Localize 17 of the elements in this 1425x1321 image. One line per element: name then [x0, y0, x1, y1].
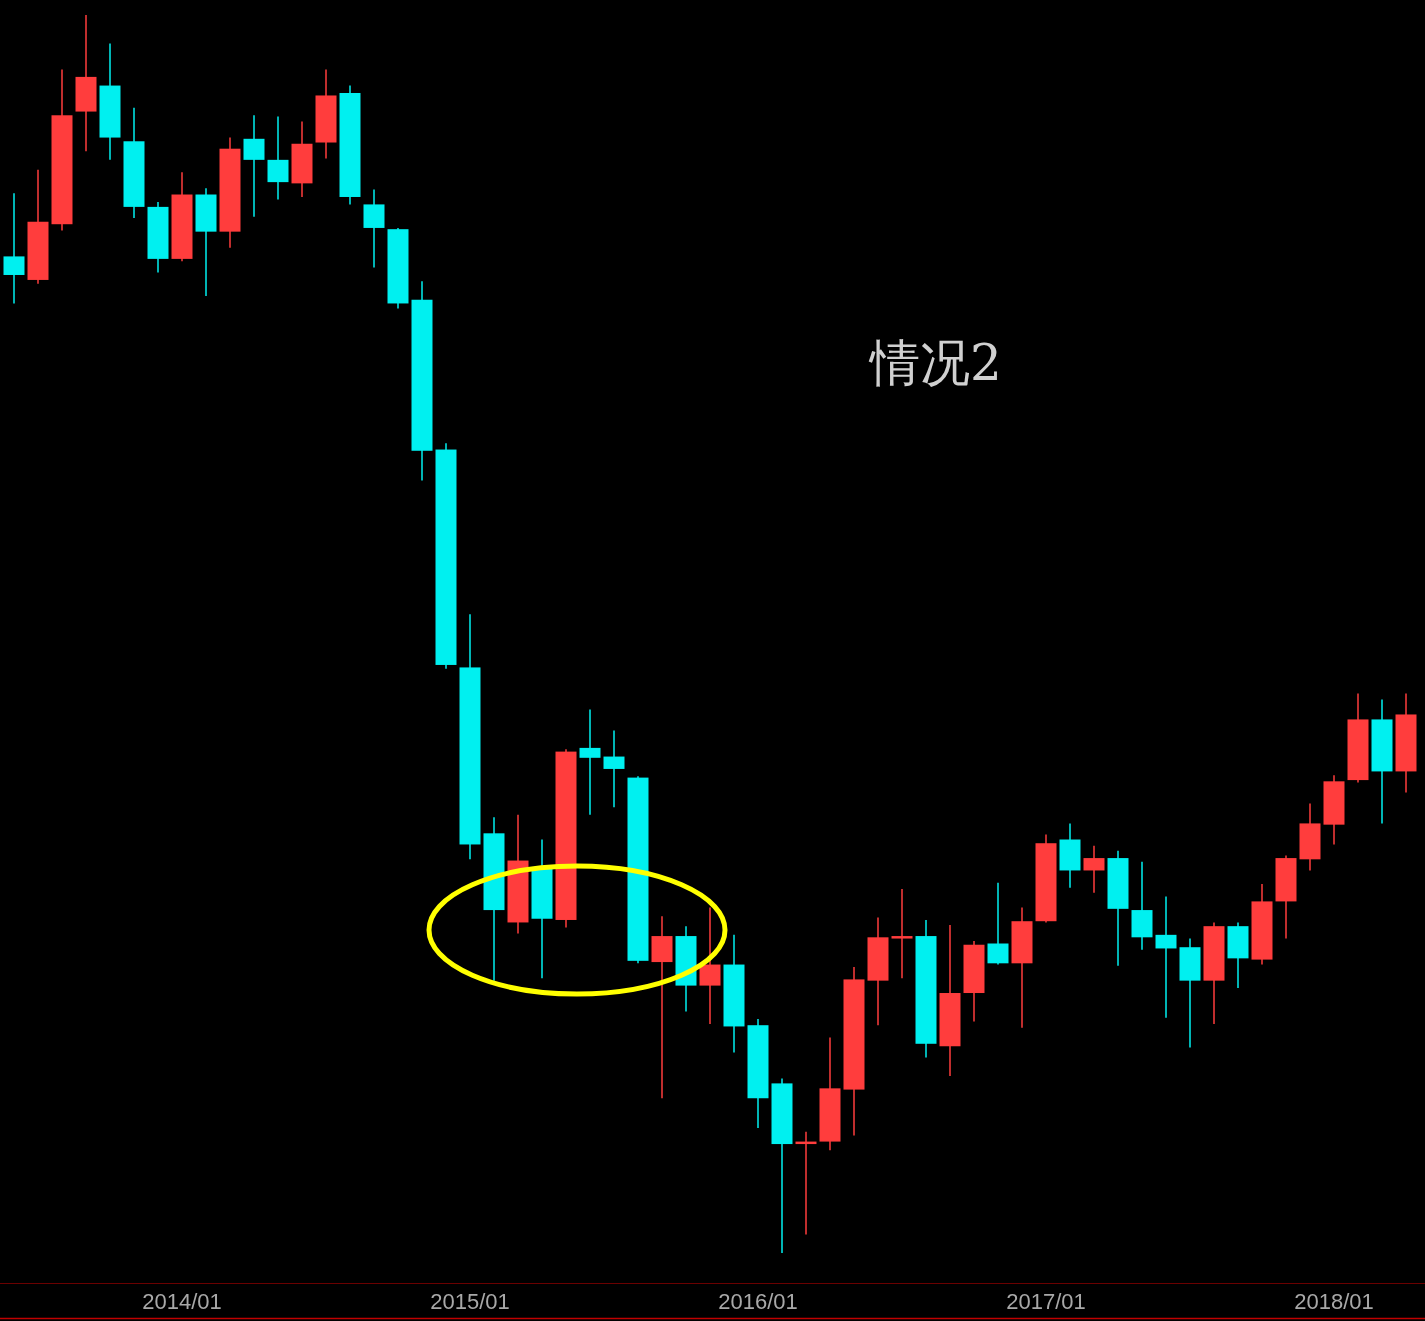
candlestick: [363, 188, 385, 269]
candlestick: [579, 708, 601, 816]
candlestick: [1155, 895, 1177, 1019]
x-tick-label: 2015/01: [430, 1289, 510, 1314]
candlestick: [699, 906, 721, 1025]
annotation: 情况2: [868, 334, 1002, 392]
x-tick-label: 2017/01: [1006, 1289, 1086, 1314]
candlestick: [603, 729, 625, 809]
candlestick: [987, 882, 1009, 966]
candlestick: [891, 888, 913, 979]
x-tick-label: 2018/01: [1294, 1289, 1374, 1314]
x-tick-label: 2014/01: [142, 1289, 222, 1314]
candlestick: [243, 114, 265, 218]
candlestick: [1083, 844, 1105, 894]
candlestick: [3, 192, 25, 305]
candlestick: [267, 115, 289, 201]
x-tick-label: 2016/01: [718, 1289, 798, 1314]
